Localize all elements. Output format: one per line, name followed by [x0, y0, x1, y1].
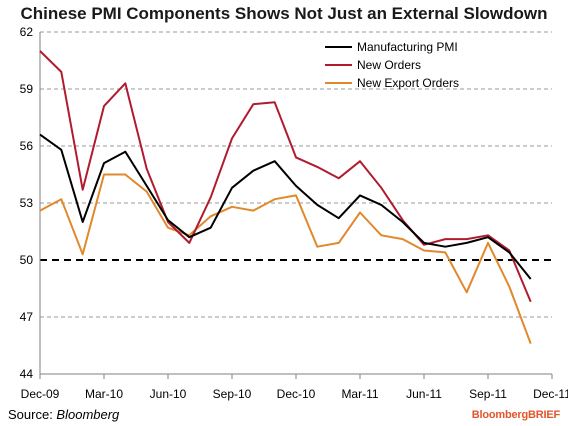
- y-tick-label: 56: [20, 139, 34, 153]
- y-tick-label: 62: [20, 25, 34, 39]
- legend-label-new-orders: New Orders: [357, 58, 421, 72]
- x-tick-label: Jun-11: [406, 387, 442, 401]
- x-tick-label: Mar-10: [85, 387, 123, 401]
- x-tick-label: Dec-10: [277, 387, 316, 401]
- y-tick-label: 47: [20, 310, 34, 324]
- x-tick-label: Sep-10: [213, 387, 252, 401]
- legend-label-manufacturing-pmi: Manufacturing PMI: [357, 40, 458, 54]
- x-tick-label: Sep-11: [469, 387, 507, 401]
- brand-logo: BloombergBRIEF: [471, 409, 560, 421]
- source-note: Source: Bloomberg: [8, 407, 119, 422]
- y-tick-label: 59: [20, 82, 34, 96]
- series-line-new-export-orders: [39, 173, 532, 344]
- source-name: Bloomberg: [56, 407, 120, 422]
- x-tick-label: Dec-11: [533, 387, 568, 401]
- x-tick-label: Dec-09: [21, 387, 60, 401]
- series-line-manufacturing-pmi: [39, 133, 532, 280]
- chart-title: Chinese PMI Components Shows Not Just an…: [20, 4, 548, 23]
- series-line-new-orders: [39, 50, 532, 303]
- y-tick-label: 50: [20, 253, 34, 267]
- source-prefix: Source:: [8, 407, 57, 422]
- y-tick-label: 53: [20, 196, 34, 210]
- x-tick-label: Mar-11: [341, 387, 378, 401]
- y-tick-label: 44: [20, 367, 34, 381]
- legend-label-new-export-orders: New Export Orders: [357, 76, 459, 90]
- x-tick-label: Jun-10: [150, 387, 187, 401]
